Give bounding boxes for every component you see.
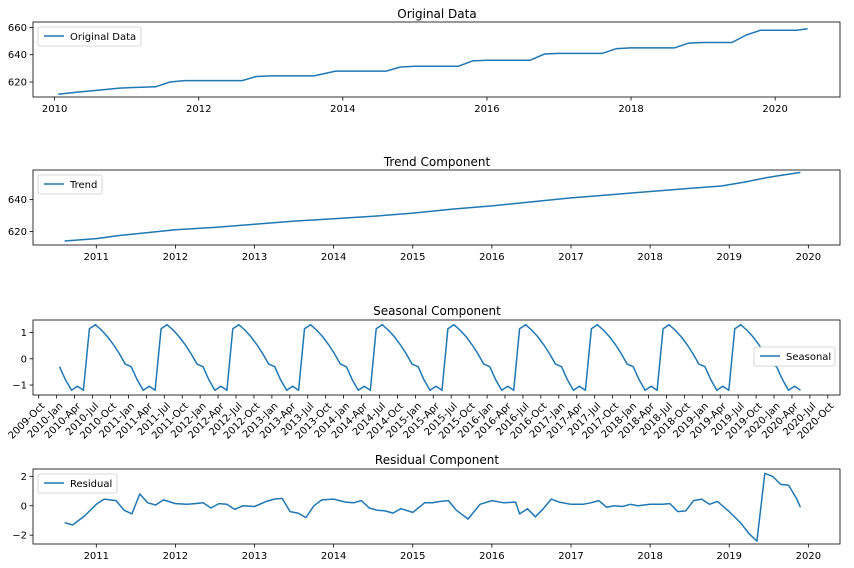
legend: Trend: [37, 174, 103, 195]
x-tick-label: 2018: [637, 551, 662, 562]
chart-title: Seasonal Component: [373, 304, 501, 318]
residual-line: [64, 472, 802, 542]
plot-frame: [32, 468, 841, 545]
x-tick-label: 2018: [637, 252, 662, 263]
legend-box: [37, 26, 142, 47]
legend-label: Original Data: [70, 32, 136, 43]
legend-box: [753, 346, 836, 367]
x-tick-label: 2016: [479, 551, 504, 562]
plot-frame: [32, 319, 841, 396]
x-tick-label: 2012: [163, 252, 188, 263]
y-tick-label: 640: [8, 50, 27, 61]
x-tick-label: 2010: [42, 104, 67, 115]
trend-line: [64, 171, 801, 242]
y-tick-label: 620: [8, 227, 27, 238]
y-ticks: −1 0 1: [12, 328, 33, 392]
y-tick-label: 640: [8, 195, 27, 206]
x-tick-label: 2017: [558, 252, 583, 263]
y-ticks: −2 0 2: [12, 472, 33, 542]
legend-box: [37, 473, 118, 494]
y-ticks: 620 640 660: [8, 23, 33, 89]
x-tick-label: 2013: [242, 551, 267, 562]
original-data-chart: Original Data 2010 2012 2014 2016 2018 2020 6…: [8, 7, 841, 115]
x-tick-label: 2014: [321, 252, 346, 263]
chart-title: Trend Component: [383, 155, 491, 169]
legend-label: Residual: [70, 479, 112, 490]
y-ticks: 620 640: [8, 195, 33, 238]
legend-label: Seasonal: [786, 352, 831, 363]
y-tick-label: 0: [21, 501, 27, 512]
x-tick-label: 2016: [474, 104, 499, 115]
y-tick-label: 2: [21, 472, 27, 483]
x-tick-label: 2012: [163, 551, 188, 562]
x-ticks: 2011 2012 2013 2014 2015 2016 2017 2018 2019 2020: [84, 245, 821, 263]
y-tick-label: 620: [8, 78, 27, 89]
x-tick-label: 2020: [762, 104, 787, 115]
y-tick-label: −1: [12, 381, 27, 392]
y-tick-label: 0: [21, 354, 27, 365]
y-tick-label: −2: [12, 531, 27, 542]
residual-component-chart: Residual Component 2011 2012 2013 2014 2015 2…: [12, 453, 841, 562]
x-tick-label: 2013: [242, 252, 267, 263]
legend-box: [37, 174, 103, 195]
plot-frame: [32, 169, 841, 246]
seasonal-line: [58, 323, 801, 392]
legend-label: Trend: [69, 180, 97, 191]
x-tick-label: 2020: [796, 252, 821, 263]
x-tick-label: 2019: [717, 252, 742, 263]
x-tick-label: 2014: [321, 551, 346, 562]
x-ticks: 2011 2012 2013 2014 2015 2016 2017 2018 2019 2020: [84, 544, 821, 562]
x-tick-label: 2012: [186, 104, 211, 115]
legend: Seasonal: [753, 346, 836, 367]
x-tick-label: 2011: [84, 551, 109, 562]
legend: Residual: [37, 473, 118, 494]
x-tick-label: 2011: [84, 252, 109, 263]
original-data-line: [58, 28, 808, 96]
x-tick-label: 2018: [618, 104, 643, 115]
x-tick-label: 2020: [796, 551, 821, 562]
x-tick-label: 2015: [400, 551, 425, 562]
y-tick-label: 1: [21, 328, 27, 339]
legend: Original Data: [37, 26, 142, 47]
y-tick-label: 660: [8, 23, 27, 34]
chart-title: Original Data: [397, 7, 476, 21]
x-tick-label: 2016: [479, 252, 504, 263]
x-tick-label: 2019: [717, 551, 742, 562]
chart-title: Residual Component: [375, 453, 499, 467]
x-ticks: 2010 2012 2014 2016 2018 2020: [42, 97, 788, 115]
x-tick-label: 2014: [330, 104, 355, 115]
trend-component-chart: Trend Component 2011 2012 2013 2014 2015 2016…: [8, 155, 841, 263]
plot-frame: [32, 21, 841, 98]
x-tick-label: 2015: [400, 252, 425, 263]
x-tick-label: 2017: [558, 551, 583, 562]
